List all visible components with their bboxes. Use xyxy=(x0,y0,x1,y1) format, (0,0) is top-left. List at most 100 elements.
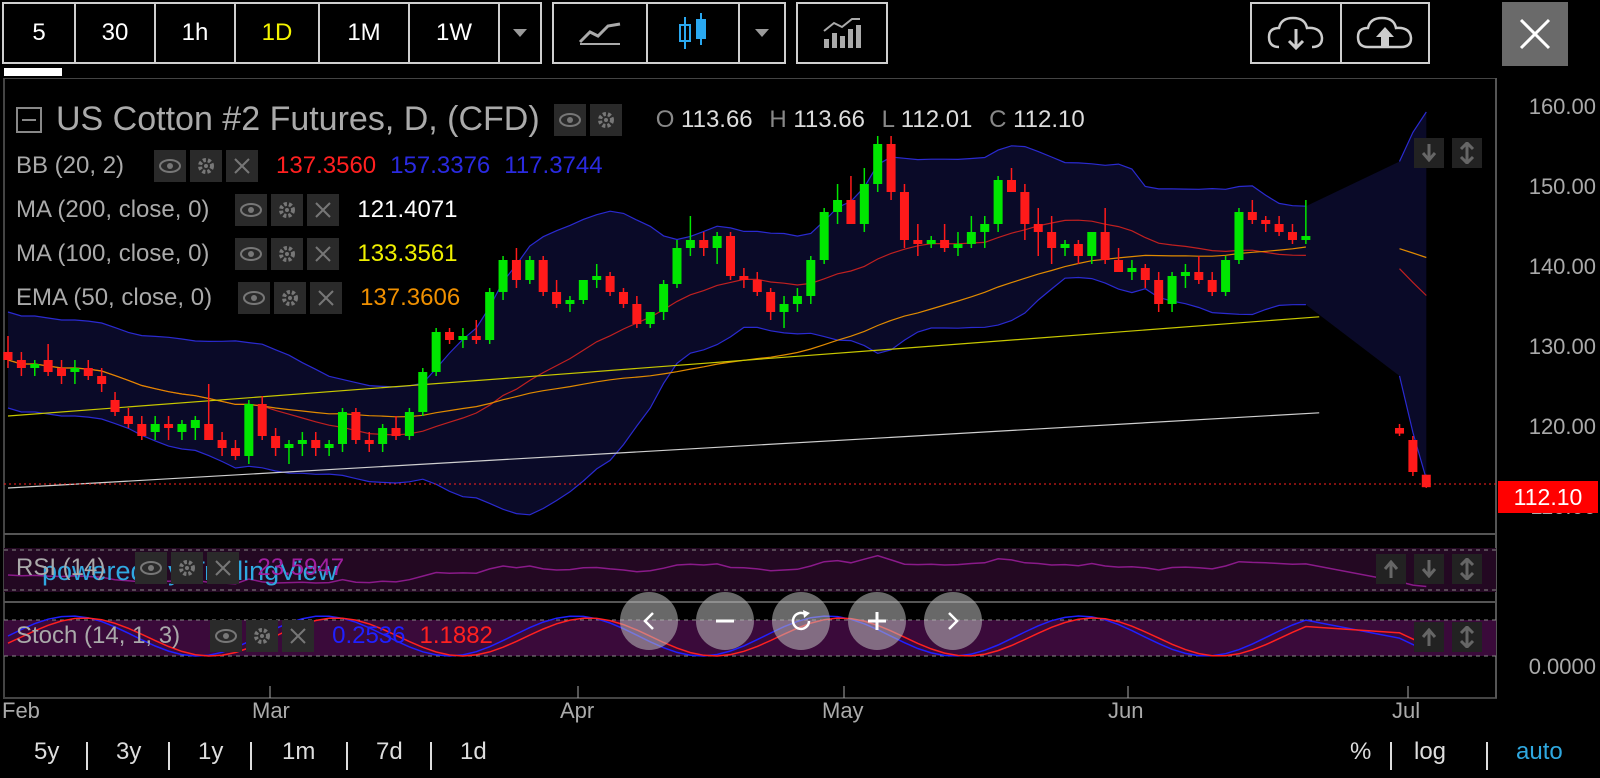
gear-icon[interactable] xyxy=(246,620,279,652)
candle-body[interactable] xyxy=(257,404,267,436)
candle-body[interactable] xyxy=(1047,232,1057,248)
zoom-in-button[interactable] xyxy=(848,592,906,650)
candle-body[interactable] xyxy=(726,236,736,276)
candle-body[interactable] xyxy=(83,368,93,376)
candle-body[interactable] xyxy=(351,412,361,440)
eye-icon[interactable] xyxy=(154,150,187,182)
candle-body[interactable] xyxy=(364,440,374,444)
range-7d-button[interactable]: 7d xyxy=(376,738,403,765)
eye-icon[interactable] xyxy=(235,238,268,270)
expand-icon[interactable] xyxy=(1452,554,1482,584)
close-icon[interactable] xyxy=(282,620,315,652)
scroll-down-icon[interactable] xyxy=(1414,554,1444,584)
candle-body[interactable] xyxy=(632,304,642,324)
candle-body[interactable] xyxy=(1180,272,1190,276)
line-chart-button[interactable] xyxy=(554,4,648,62)
candle-body[interactable] xyxy=(57,368,67,376)
candle-body[interactable] xyxy=(1247,212,1257,220)
zoom-out-button[interactable] xyxy=(696,592,754,650)
candle-body[interactable] xyxy=(699,240,709,248)
chart-area[interactable]: US Cotton #2 Futures, D, (CFD) O 113.66 … xyxy=(0,78,1600,778)
candle-body[interactable] xyxy=(1154,280,1164,304)
range-1m-button[interactable]: 1m xyxy=(282,738,316,765)
candle-body[interactable] xyxy=(164,424,174,428)
candle-body[interactable] xyxy=(980,224,990,232)
candle-body[interactable] xyxy=(792,296,802,304)
candle-body[interactable] xyxy=(873,144,883,184)
collapse-icon[interactable] xyxy=(16,106,42,133)
candle-body[interactable] xyxy=(190,420,200,428)
candle-body[interactable] xyxy=(271,436,281,448)
candle-body[interactable] xyxy=(605,276,615,292)
candle-body[interactable] xyxy=(993,180,1003,224)
candle-body[interactable] xyxy=(685,240,695,248)
candle-body[interactable] xyxy=(592,276,602,280)
gear-icon[interactable] xyxy=(589,103,622,136)
reset-button[interactable] xyxy=(772,592,830,650)
candle-body[interactable] xyxy=(859,184,869,224)
candle-body[interactable] xyxy=(672,248,682,284)
candle-body[interactable] xyxy=(899,192,909,240)
candle-body[interactable] xyxy=(806,260,816,296)
interval-1w-button[interactable]: 1W xyxy=(410,4,500,62)
candle-body[interactable] xyxy=(886,144,896,192)
candle-body[interactable] xyxy=(966,232,976,244)
candle-body[interactable] xyxy=(1274,224,1284,232)
candle-body[interactable] xyxy=(645,312,655,324)
gear-icon[interactable] xyxy=(274,282,307,314)
candle-body[interactable] xyxy=(1087,232,1097,256)
candle-body[interactable] xyxy=(1234,212,1244,260)
interval-30-button[interactable]: 30 xyxy=(76,4,156,62)
eye-icon[interactable] xyxy=(235,194,268,226)
candle-body[interactable] xyxy=(244,404,254,456)
candle-body[interactable] xyxy=(1114,260,1124,272)
candle-body[interactable] xyxy=(471,336,481,340)
scroll-left-button[interactable] xyxy=(620,592,678,650)
candle-body[interactable] xyxy=(204,424,214,440)
log-scale-button[interactable]: log xyxy=(1414,738,1447,765)
candle-body[interactable] xyxy=(391,428,401,436)
candle-body[interactable] xyxy=(511,260,521,280)
range-1y-button[interactable]: 1y xyxy=(198,738,224,765)
interval-1d-button[interactable]: 1D xyxy=(236,4,320,62)
candle-chart-button[interactable] xyxy=(648,4,740,62)
candle-body[interactable] xyxy=(1221,260,1231,292)
candle-body[interactable] xyxy=(404,412,414,436)
candle-body[interactable] xyxy=(618,292,628,304)
gear-icon[interactable] xyxy=(271,194,304,226)
candle-body[interactable] xyxy=(177,424,187,432)
candle-body[interactable] xyxy=(525,260,535,280)
candle-body[interactable] xyxy=(30,364,40,368)
range-1d-button[interactable]: 1d xyxy=(460,738,487,765)
scroll-up-icon[interactable] xyxy=(1376,554,1406,584)
interval-5-button[interactable]: 5 xyxy=(4,4,76,62)
candle-body[interactable] xyxy=(338,412,347,444)
candle-body[interactable] xyxy=(913,240,923,244)
candle-body[interactable] xyxy=(552,292,562,304)
interval-dropdown-button[interactable] xyxy=(500,4,540,62)
auto-scale-button[interactable]: auto xyxy=(1516,738,1563,765)
candle-body[interactable] xyxy=(297,440,307,444)
close-button[interactable] xyxy=(1502,2,1568,66)
eye-icon[interactable] xyxy=(553,103,586,136)
candle-body[interactable] xyxy=(150,424,160,432)
candle-body[interactable] xyxy=(953,244,963,248)
close-icon[interactable] xyxy=(307,194,340,226)
expand-icon[interactable] xyxy=(1452,138,1482,168)
candle-body[interactable] xyxy=(1127,268,1137,272)
candle-body[interactable] xyxy=(16,360,26,368)
interval-1m-button[interactable]: 1M xyxy=(320,4,410,62)
candle-body[interactable] xyxy=(926,240,936,244)
candle-body[interactable] xyxy=(311,440,321,448)
candle-body[interactable] xyxy=(445,332,455,340)
candle-body[interactable] xyxy=(1100,232,1110,260)
candle-body[interactable] xyxy=(123,416,133,424)
candle-body[interactable] xyxy=(538,260,548,292)
candle-body[interactable] xyxy=(1421,474,1431,488)
candle-body[interactable] xyxy=(712,236,722,248)
candle-body[interactable] xyxy=(1140,268,1150,280)
gear-icon[interactable] xyxy=(190,150,223,182)
close-icon[interactable] xyxy=(307,238,340,270)
candle-body[interactable] xyxy=(940,240,950,248)
candle-body[interactable] xyxy=(846,200,856,224)
